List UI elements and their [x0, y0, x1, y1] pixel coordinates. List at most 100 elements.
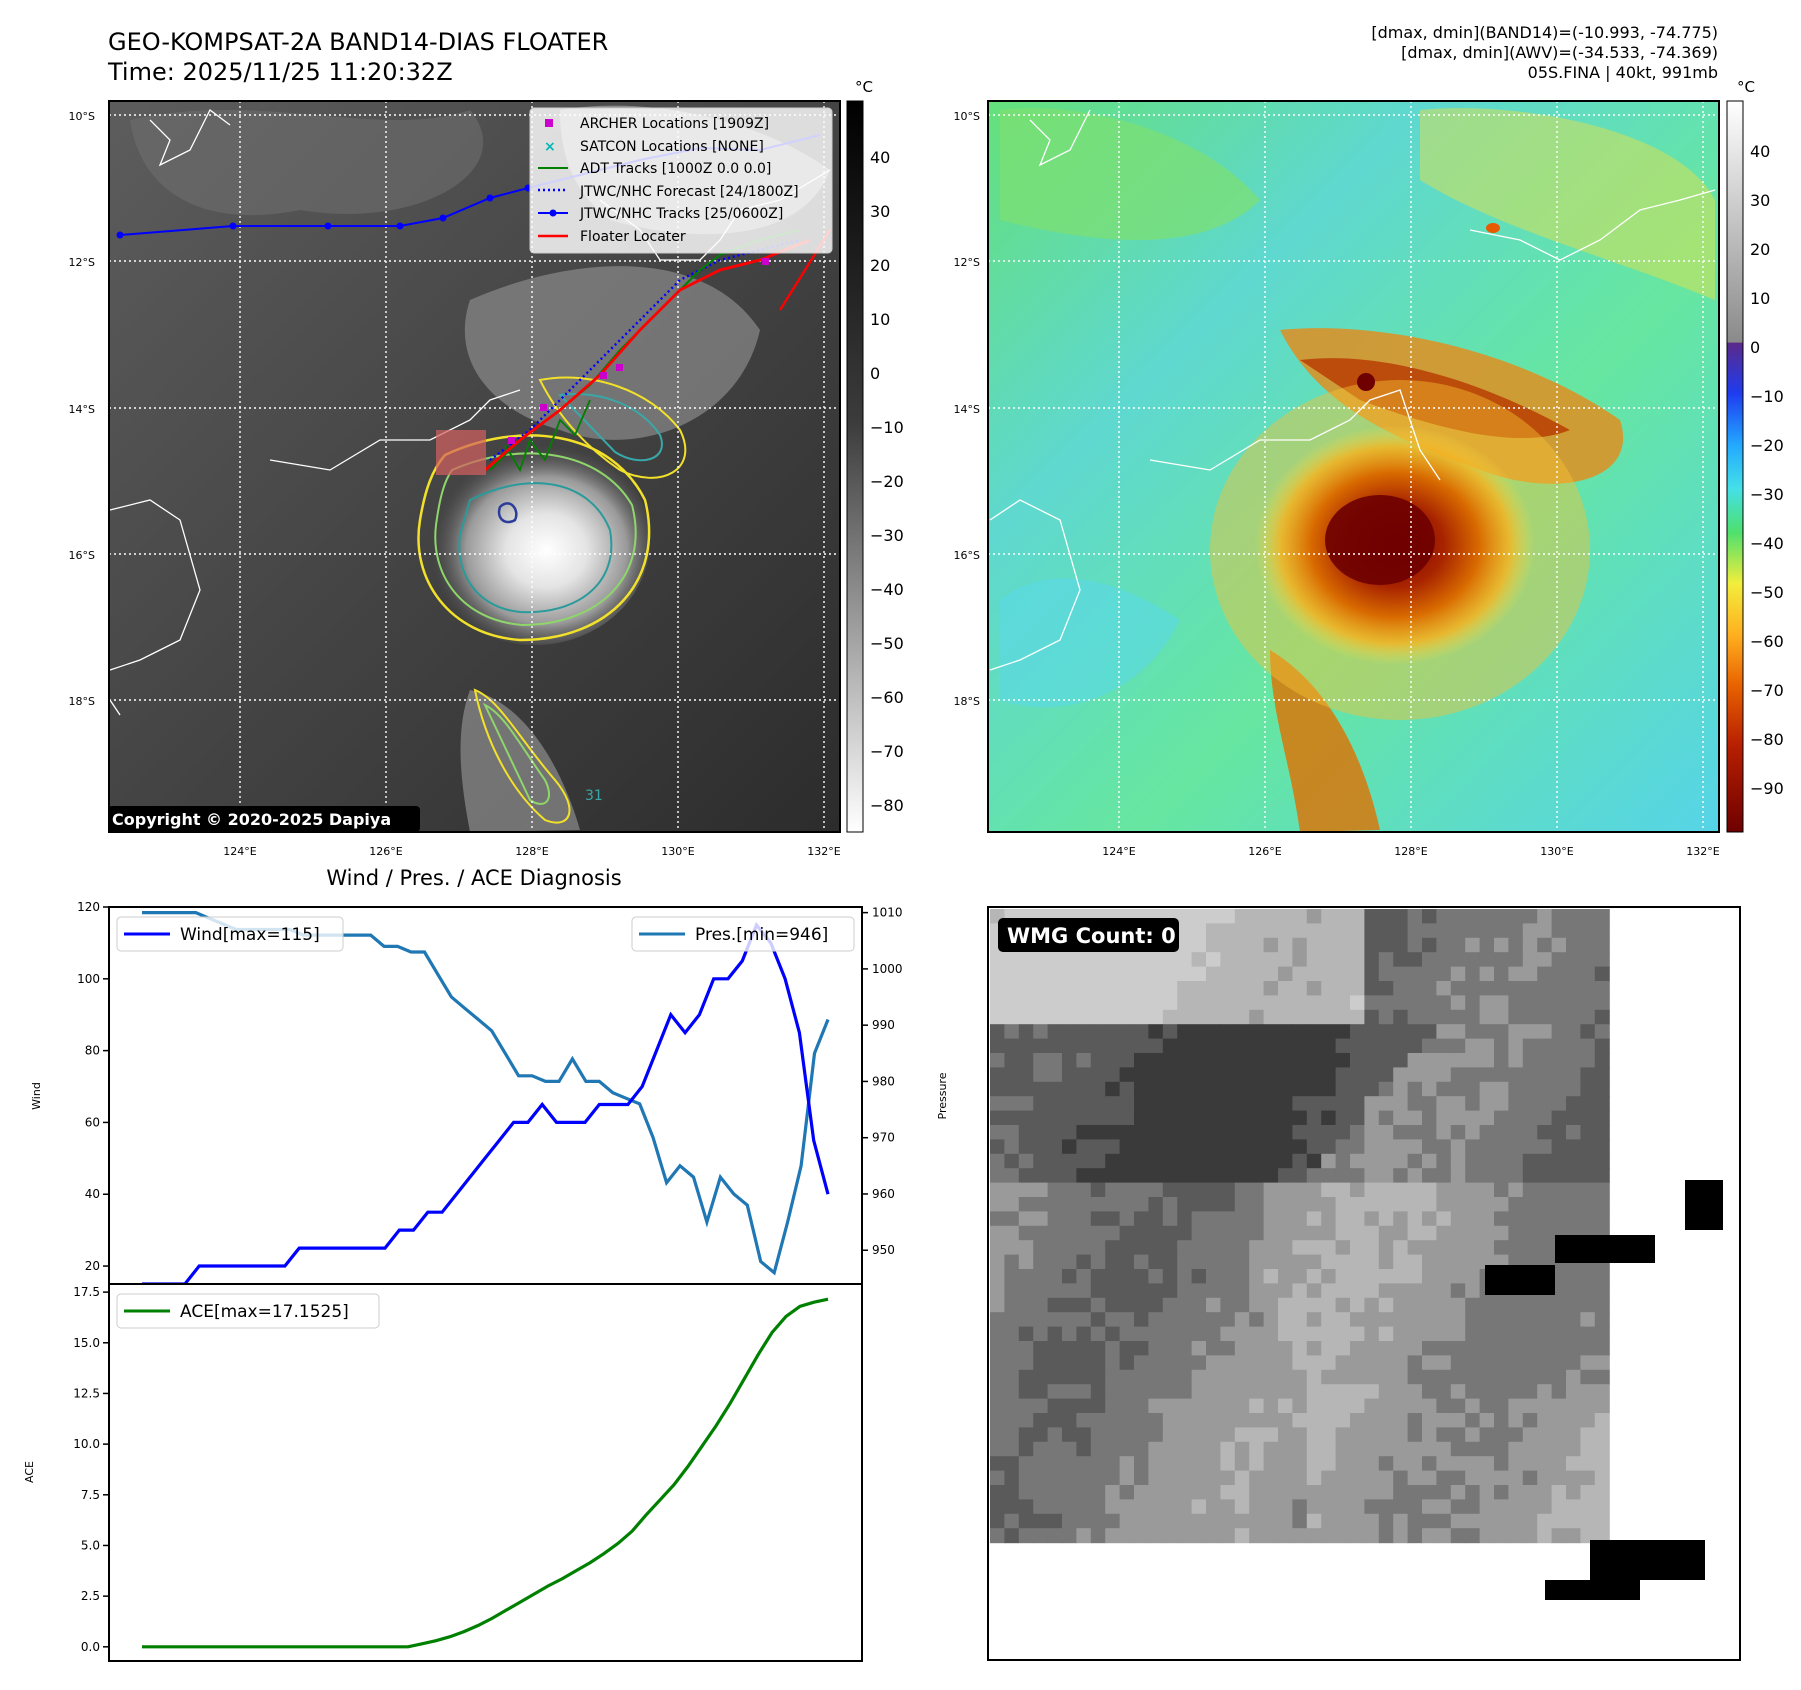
- copyright-badge: [108, 806, 420, 832]
- awv-colorbar-tick: 10: [1750, 289, 1770, 308]
- main-title: GEO-KOMPSAT-2A BAND14-DIAS FLOATER: [108, 28, 608, 56]
- ace-axis-label: ACE: [23, 1461, 36, 1483]
- awv-colorbar-unit: °C: [1737, 78, 1755, 96]
- wind-tick-label: 20: [85, 1259, 100, 1273]
- ace-tick-label: 15.0: [73, 1336, 100, 1350]
- wmg-count-label: WMG Count: 0: [1007, 924, 1176, 948]
- legend-archer: ARCHER Locations [1909Z]: [580, 116, 769, 132]
- legend-floater: Floater Locater: [580, 229, 686, 245]
- awv-range: [dmax, dmin](AWV)=(-34.533, -74.369): [1401, 43, 1718, 62]
- storm-info: 05S.FINA | 40kt, 991mb: [1528, 63, 1718, 82]
- pressure-tick-label: 1010: [872, 906, 903, 920]
- jtwc-forecast-line: [489, 238, 801, 461]
- awv-colorbar-tick: 30: [1750, 191, 1770, 210]
- wmg-badge: [998, 918, 1179, 952]
- archer-marker: [508, 437, 515, 444]
- contour-teal: [458, 482, 613, 614]
- coastline: [109, 499, 201, 671]
- awv-map: 10°S 12°S 14°S 16°S 18°S 124°E 126°E 128…: [954, 100, 1720, 858]
- pressure-axis-label: Pressure: [936, 1072, 949, 1119]
- wmg-grid: [990, 909, 1723, 1600]
- ace-ticks: 0.0 2.5 5.0 7.5 10.0 12.5 15.0 17.5: [73, 1285, 109, 1654]
- awv-colorbar: °C 40 30 20 10 0 −10 −20 −30 −40 −50 −60…: [1726, 78, 1784, 833]
- ir-colorbar-tick: −30: [870, 526, 904, 545]
- ace-tick-label: 5.0: [81, 1538, 100, 1552]
- lat-label: 10°S: [954, 110, 980, 123]
- lat-label: 18°S: [69, 695, 95, 708]
- legend-adt: ADT Tracks [1000Z 0.0 0.0]: [580, 161, 771, 177]
- pressure-tick-label: 1000: [872, 962, 903, 976]
- ir-colorbar-tick: −40: [870, 580, 904, 599]
- ace-tick-label: 17.5: [73, 1285, 100, 1299]
- awv-colorbar-tick: −40: [1750, 534, 1784, 553]
- ace-tick-label: 0.0: [81, 1640, 100, 1654]
- ir-colorbar: °C 40 30 20 10 0 −10 −20 −30 −40 −50 −60…: [846, 78, 904, 833]
- wind-tick-label: 40: [85, 1187, 100, 1201]
- awv-colorbar-tick: −80: [1750, 730, 1784, 749]
- ace-tick-label: 10.0: [73, 1437, 100, 1451]
- pressure-tick-label: 970: [872, 1131, 895, 1145]
- archer-legend-icon: [545, 119, 553, 127]
- lat-label: 16°S: [69, 549, 95, 562]
- ace-axes: [108, 1283, 863, 1662]
- ir-colorbar-tick: 10: [870, 310, 890, 329]
- ir-colorbar-tick: 40: [870, 148, 890, 167]
- wmg-dark-cluster: [1555, 1235, 1655, 1263]
- ace-legend: ACE[max=17.1525]: [116, 1293, 380, 1329]
- awv-colorbar-tick: −70: [1750, 681, 1784, 700]
- lat-label: 12°S: [69, 256, 95, 269]
- contour-yellow: [417, 434, 651, 642]
- floater-locater-line: [484, 238, 811, 472]
- awv-colorbar-tick: −50: [1750, 583, 1784, 602]
- ir-colorbar-tick: −20: [870, 472, 904, 491]
- coastline: [989, 499, 1081, 671]
- diagnosis-title: Wind / Pres. / ACE Diagnosis: [326, 866, 621, 890]
- lat-label: 14°S: [69, 403, 95, 416]
- awv-colorbar-tick: −30: [1750, 485, 1784, 504]
- ir-map: 31 ARCHER Locations [1909Z] × SATCON Loc…: [69, 100, 841, 858]
- ace-series-line: [142, 1297, 829, 1649]
- legend-satcon: SATCON Locations [NONE]: [580, 139, 764, 155]
- lon-label: 128°E: [515, 845, 548, 858]
- awv-colorbar-tick: −60: [1750, 632, 1784, 651]
- wind-tick-label: 60: [85, 1115, 100, 1129]
- contour-value-label: 31: [585, 788, 603, 804]
- pressure-legend-label: Pres.[min=946]: [695, 925, 828, 945]
- time-label: Time: 2025/11/25 11:20:32Z: [107, 58, 453, 86]
- ir-colorbar-tick: 0: [870, 364, 880, 383]
- wind-tick-label: 120: [77, 900, 100, 914]
- lat-label: 12°S: [954, 256, 980, 269]
- legend-tracks: JTWC/NHC Tracks [25/0600Z]: [579, 206, 783, 222]
- wind-tick-label: 80: [85, 1044, 100, 1058]
- lat-label: 10°S: [69, 110, 95, 123]
- awv-colorbar-tick: 20: [1750, 240, 1770, 259]
- ace-legend-label: ACE[max=17.1525]: [180, 1302, 349, 1322]
- wind-tick-label: 100: [77, 972, 100, 986]
- ace-tick-label: 7.5: [81, 1488, 100, 1502]
- copyright-text: Copyright © 2020-2025 Dapiya: [112, 810, 391, 829]
- lon-label: 126°E: [1248, 845, 1281, 858]
- ir-map-frame: [108, 100, 841, 833]
- pressure-tick-label: 950: [872, 1243, 895, 1257]
- awv-colorbar-tick: 40: [1750, 142, 1770, 161]
- satcon-legend-icon: ×: [544, 139, 556, 155]
- contour-blue: [497, 502, 518, 524]
- awv-colorbar-tick: −20: [1750, 436, 1784, 455]
- ir-colorbar-tick: −80: [870, 796, 904, 815]
- pressure-legend: Pres.[min=946]: [631, 916, 855, 952]
- ace-tick-label: 12.5: [73, 1386, 100, 1400]
- wind-legend: Wind[max=115]: [116, 916, 344, 952]
- awv-band-south: [1270, 650, 1380, 832]
- legend-forecast: JTWC/NHC Forecast [24/1800Z]: [579, 184, 799, 200]
- ir-colorbar-tick: −70: [870, 742, 904, 761]
- awv-colorbar-tick: −90: [1750, 779, 1784, 798]
- ir-colorbar-tick: 30: [870, 202, 890, 221]
- lon-label: 132°E: [1686, 845, 1719, 858]
- wind-axis-label: Wind: [30, 1082, 43, 1110]
- ir-colorbar-tick: 20: [870, 256, 890, 275]
- pressure-tick-label: 960: [872, 1187, 895, 1201]
- lon-label: 128°E: [1394, 845, 1427, 858]
- contour-green: [434, 452, 637, 627]
- wind-pressure-ticks: 20 40 60 80 100 120 950 960 970 980 990 1000 1010: [77, 900, 902, 1273]
